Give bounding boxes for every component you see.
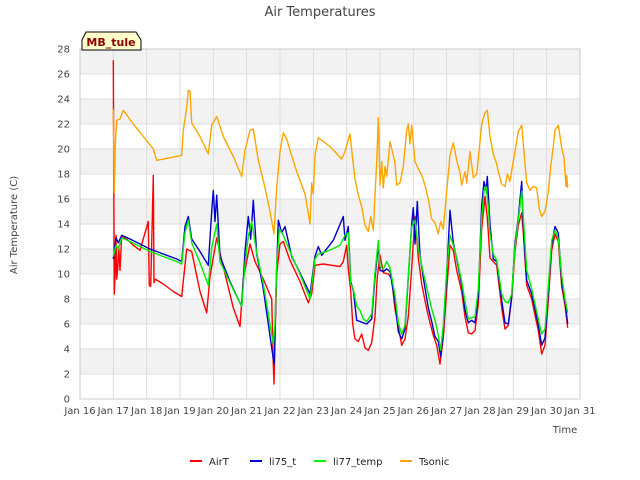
x-tick-label: Jan 18 <box>130 406 162 417</box>
y-tick-label: 6 <box>64 320 70 331</box>
x-tick-label: Jan 25 <box>363 406 395 417</box>
plot-band <box>80 299 580 324</box>
x-tick-label: Jan 16 <box>63 406 95 417</box>
x-tick-label: Jan 19 <box>163 406 195 417</box>
station-label: MB_tule <box>86 36 135 49</box>
series-line-airt <box>112 60 569 385</box>
y-tick-label: 14 <box>57 220 70 231</box>
y-tick-label: 8 <box>64 295 70 306</box>
x-tick-label: Jan 30 <box>530 406 562 417</box>
x-tick-label: Jan 28 <box>463 406 495 417</box>
series-lines <box>112 60 569 385</box>
station-tag: MB_tule <box>81 31 142 51</box>
plot-band <box>80 149 580 174</box>
x-tick-label: Jan 20 <box>197 406 229 417</box>
y-axis-label: Air Temperature (C) <box>9 176 20 274</box>
x-tick-label: Jan 22 <box>263 406 295 417</box>
legend-label: li77_temp <box>333 457 382 468</box>
y-tick-label: 24 <box>57 95 70 106</box>
x-tick-label: Jan 26 <box>397 406 429 417</box>
y-tick-label: 2 <box>64 370 70 381</box>
plot-bands <box>80 49 580 374</box>
y-tick-label: 10 <box>57 270 70 281</box>
y-tick-label: 20 <box>57 145 70 156</box>
y-tick-label: 28 <box>57 45 70 56</box>
x-tick-label: Jan 31 <box>563 406 595 417</box>
x-tick-label: Jan 29 <box>497 406 529 417</box>
y-tick-label: 0 <box>64 395 70 406</box>
legend-label: AirT <box>209 457 230 468</box>
x-tick-label: Jan 17 <box>97 406 129 417</box>
legend: AirT li75_t li77_temp Tsonic <box>190 457 449 468</box>
legend-label: li75_t <box>269 457 296 468</box>
y-tick-label: 18 <box>57 170 70 181</box>
x-tick-label: Jan 27 <box>430 406 462 417</box>
plot-band <box>80 99 580 124</box>
station-tag-box <box>81 31 142 51</box>
y-tick-label: 4 <box>64 345 70 356</box>
x-axis-label: Time <box>552 425 577 436</box>
legend-label: Tsonic <box>418 457 449 468</box>
plot-band <box>80 199 580 224</box>
plot-band <box>80 349 580 374</box>
plot-band <box>80 49 580 74</box>
y-tick-label: 12 <box>57 245 70 256</box>
x-tick-label: Jan 23 <box>297 406 329 417</box>
chart-title: Air Temperatures <box>264 5 375 20</box>
y-tick-label: 22 <box>57 120 70 131</box>
x-tick-label: Jan 24 <box>330 406 362 417</box>
x-tick-label: Jan 21 <box>230 406 262 417</box>
series-line-tsonic <box>112 89 569 235</box>
plot-frame <box>79 48 581 400</box>
x-axis-ticks: Jan 16 Jan 17 Jan 18 Jan 19 Jan 20 Jan 21 Jan … <box>63 406 595 417</box>
y-tick-label: 16 <box>57 195 70 206</box>
series-line-li77-temp <box>112 185 569 351</box>
y-tick-label: 26 <box>57 70 70 81</box>
series-line-li75-t <box>112 175 569 365</box>
